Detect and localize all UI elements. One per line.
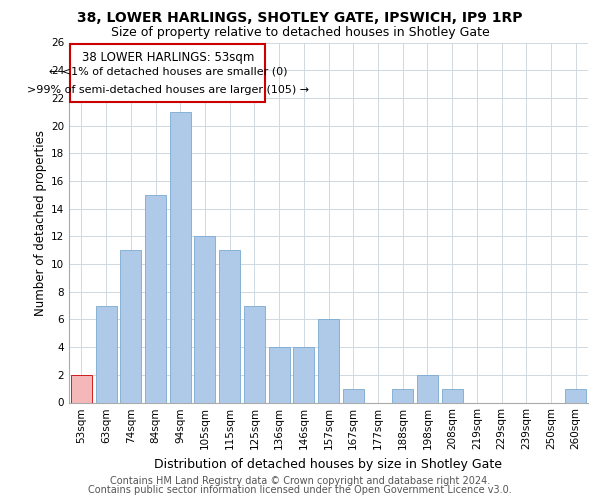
Bar bbox=[318, 320, 339, 402]
Y-axis label: Number of detached properties: Number of detached properties bbox=[34, 130, 47, 316]
Bar bbox=[565, 388, 586, 402]
Bar bbox=[392, 388, 413, 402]
Bar bbox=[219, 250, 240, 402]
Bar bbox=[244, 306, 265, 402]
Text: Size of property relative to detached houses in Shotley Gate: Size of property relative to detached ho… bbox=[110, 26, 490, 39]
Bar bbox=[70, 44, 265, 102]
Text: 38, LOWER HARLINGS, SHOTLEY GATE, IPSWICH, IP9 1RP: 38, LOWER HARLINGS, SHOTLEY GATE, IPSWIC… bbox=[77, 11, 523, 25]
Bar bbox=[442, 388, 463, 402]
Bar bbox=[71, 375, 92, 402]
X-axis label: Distribution of detached houses by size in Shotley Gate: Distribution of detached houses by size … bbox=[155, 458, 503, 471]
Bar bbox=[269, 347, 290, 403]
Bar bbox=[170, 112, 191, 403]
Bar bbox=[145, 195, 166, 402]
Bar bbox=[417, 375, 438, 402]
Text: 38 LOWER HARLINGS: 53sqm: 38 LOWER HARLINGS: 53sqm bbox=[82, 51, 254, 64]
Bar bbox=[194, 236, 215, 402]
Text: >99% of semi-detached houses are larger (105) →: >99% of semi-detached houses are larger … bbox=[27, 85, 309, 95]
Bar bbox=[120, 250, 141, 402]
Bar bbox=[95, 306, 116, 402]
Bar bbox=[293, 347, 314, 403]
Text: Contains public sector information licensed under the Open Government Licence v3: Contains public sector information licen… bbox=[88, 485, 512, 495]
Bar bbox=[343, 388, 364, 402]
Text: ← <1% of detached houses are smaller (0): ← <1% of detached houses are smaller (0) bbox=[49, 66, 287, 76]
Text: Contains HM Land Registry data © Crown copyright and database right 2024.: Contains HM Land Registry data © Crown c… bbox=[110, 476, 490, 486]
